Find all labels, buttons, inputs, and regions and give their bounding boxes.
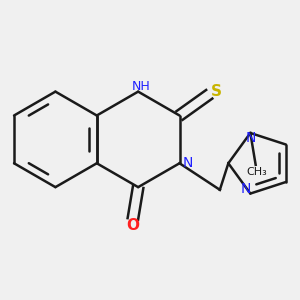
Text: N: N [245, 131, 256, 145]
Text: NH: NH [132, 80, 151, 93]
Text: N: N [241, 182, 251, 196]
Text: O: O [126, 218, 139, 233]
Text: CH₃: CH₃ [246, 167, 267, 177]
Text: N: N [183, 156, 193, 170]
Text: S: S [211, 84, 222, 99]
